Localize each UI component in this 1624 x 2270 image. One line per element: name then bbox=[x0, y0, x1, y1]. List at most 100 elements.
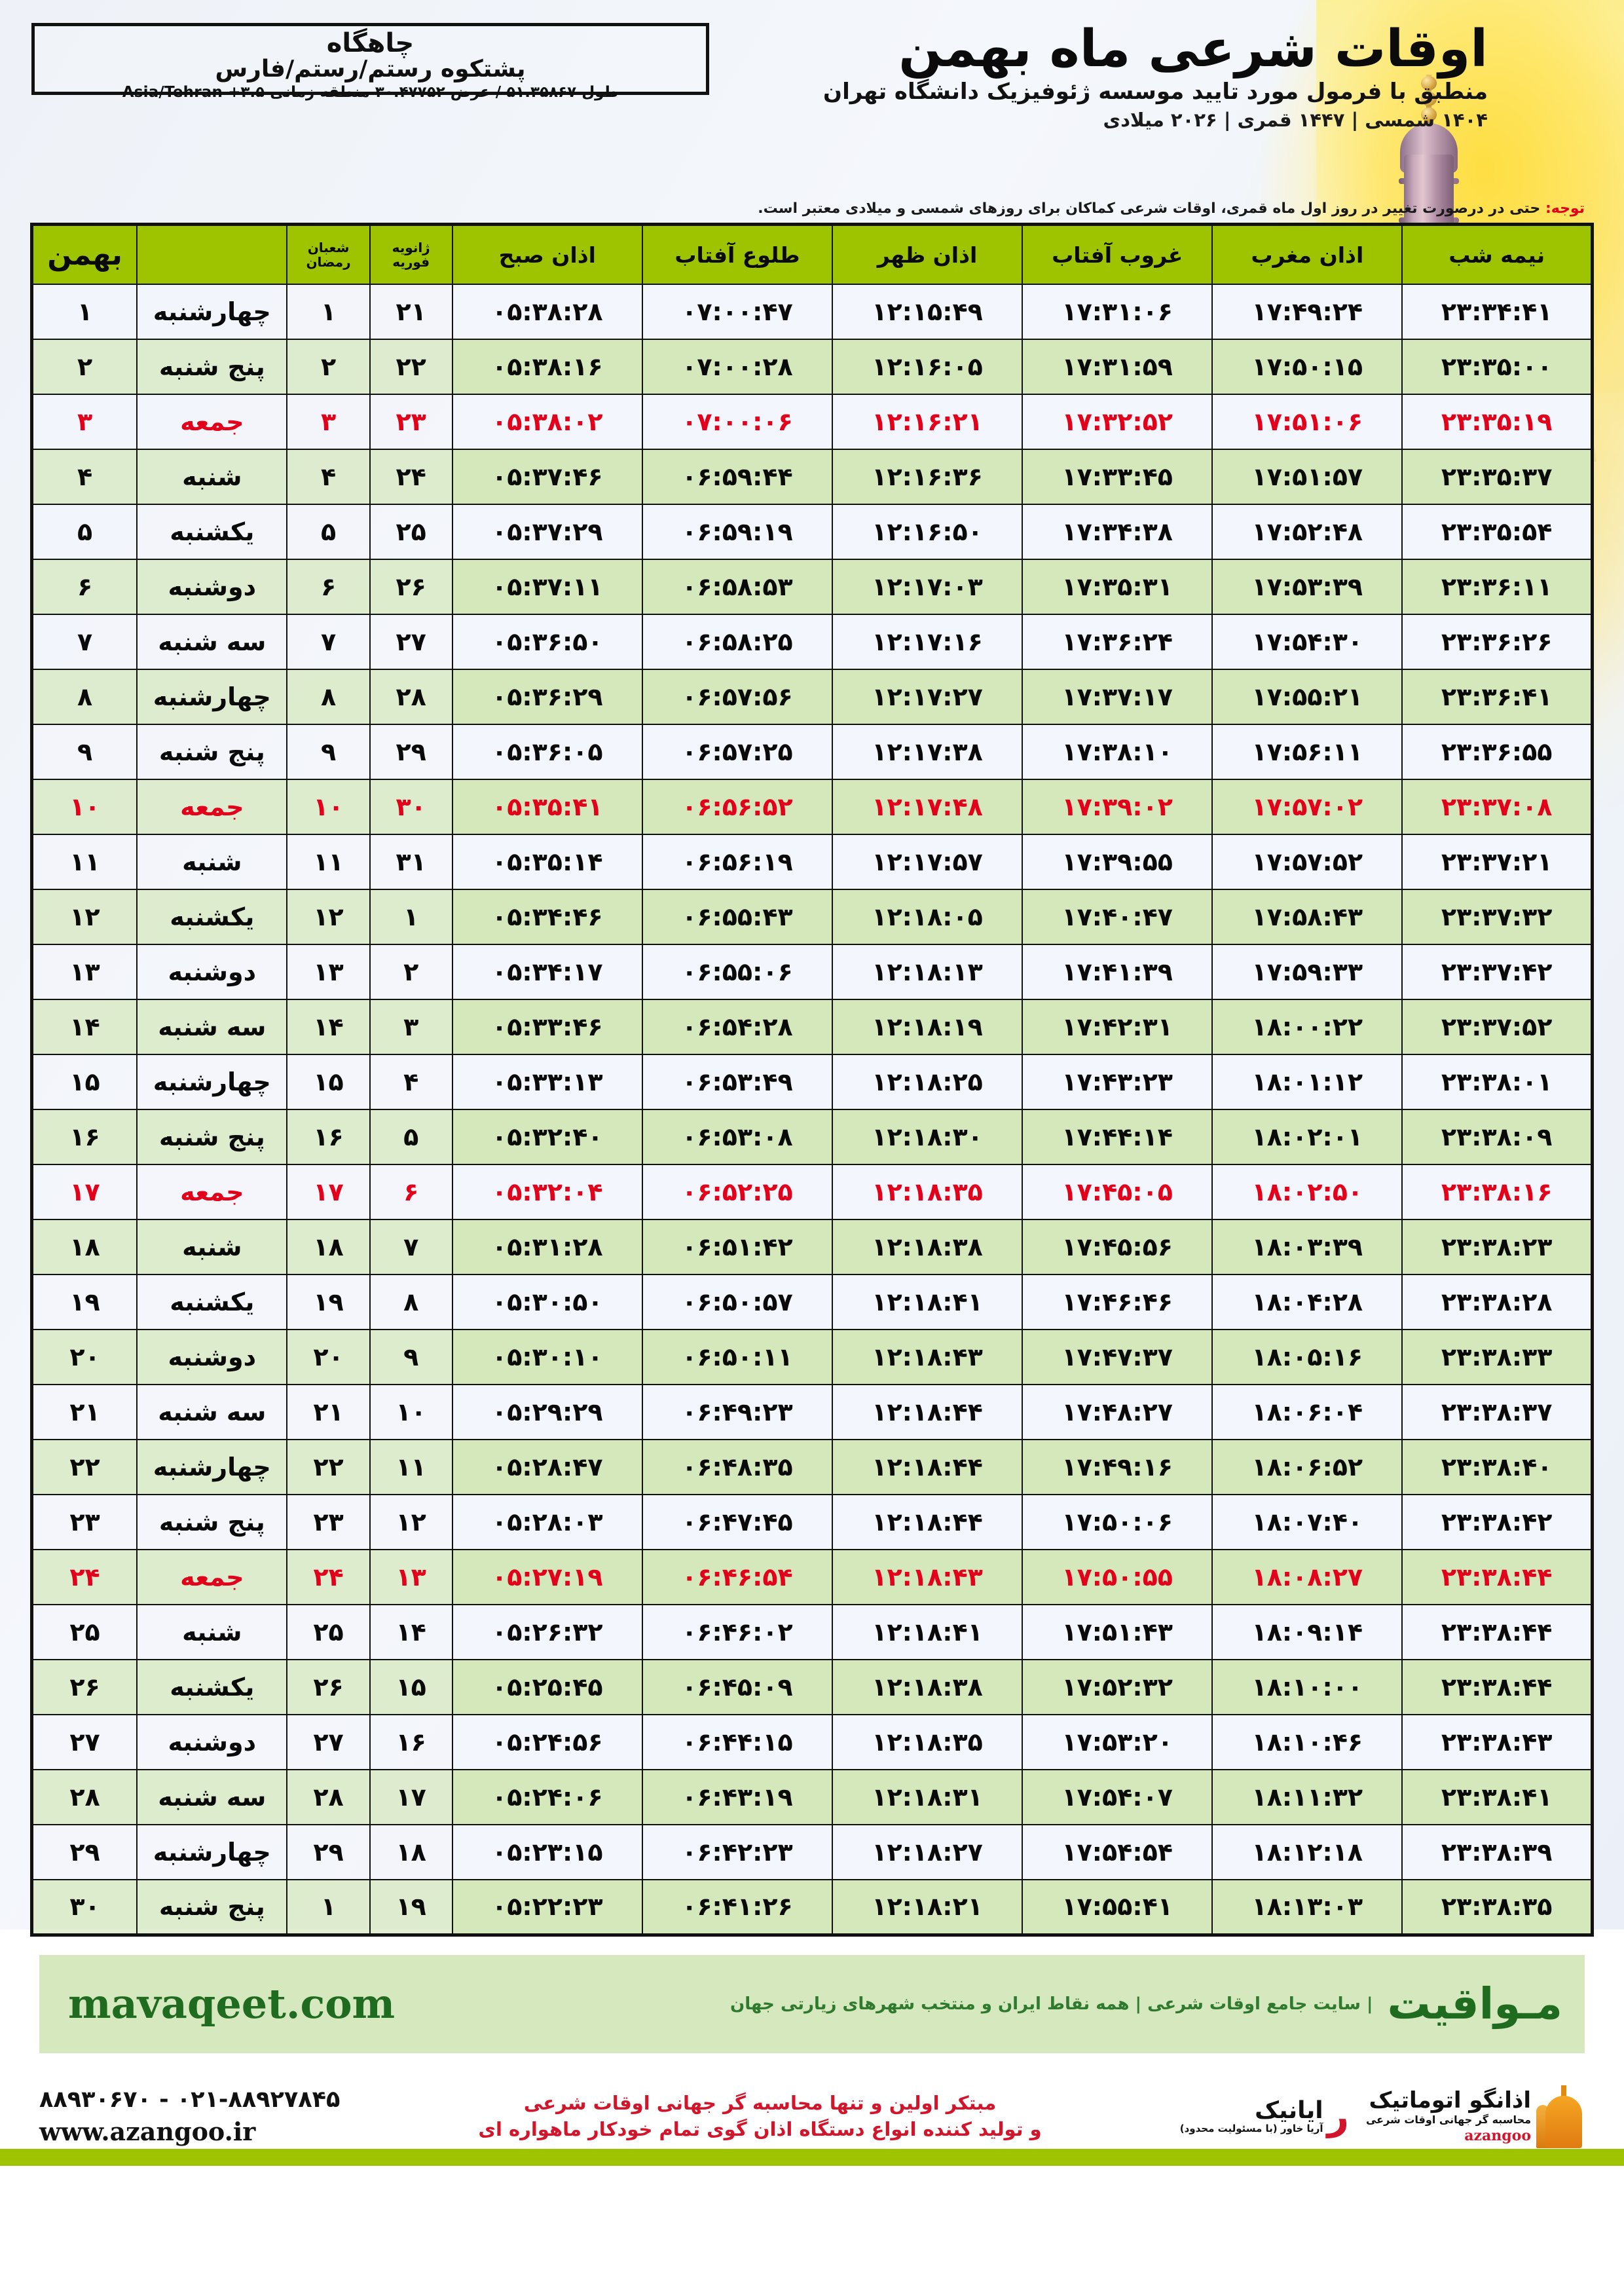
cell-fajr: ۰۵:۳۰:۱۰ bbox=[451, 1329, 643, 1385]
table-row: ۲۳:۳۶:۱۱ ۱۷:۵۳:۳۹ ۱۷:۳۵:۳۱ ۱۲:۱۷:۰۳ ۰۶:۵۸:۵۳… bbox=[31, 559, 1593, 615]
column-header-fajr[interactable]: اذان صبح bbox=[451, 223, 643, 285]
cell-hijri-day: ۱۶ bbox=[286, 1109, 371, 1165]
cell-day-number: ۷ bbox=[31, 614, 138, 670]
cell-dhuhr: ۱۲:۱۸:۳۰ bbox=[831, 1109, 1024, 1165]
hijri-month-bottom: رمضان bbox=[306, 254, 351, 270]
cell-fajr: ۰۵:۳۶:۲۹ bbox=[451, 669, 643, 725]
cell-weekday: دوشنبه bbox=[136, 944, 288, 1000]
cell-weekday: یکشنبه bbox=[136, 1659, 288, 1715]
table-body: ۲۳:۳۴:۴۱ ۱۷:۴۹:۲۴ ۱۷:۳۱:۰۶ ۱۲:۱۵:۴۹ ۰۷:۰۰:۴۷… bbox=[31, 284, 1593, 1935]
cell-fajr: ۰۵:۳۸:۰۲ bbox=[451, 394, 643, 450]
azangoo-logo[interactable]: اذانگو اتوماتیک محاسبه گر جهانی اوقات شر… bbox=[1366, 2085, 1585, 2148]
mavaqeet-brand-fa[interactable]: مـواقیت bbox=[1387, 1979, 1563, 2029]
column-header-weekday[interactable] bbox=[136, 223, 288, 285]
page-header: چاهگاه پشتکوه رستم/رستم/فارس طول ۵۱.۳۵۸۶… bbox=[0, 0, 1624, 223]
footer-website[interactable]: www.azangoo.ir bbox=[39, 2117, 256, 2146]
cell-sunrise: ۰۶:۴۹:۲۳ bbox=[641, 1384, 834, 1440]
cell-gregorian-day: ۷ bbox=[369, 1219, 453, 1275]
cell-maghrib: ۱۸:۰۶:۵۲ bbox=[1211, 1439, 1403, 1495]
cell-sunrise: ۰۷:۰۰:۲۸ bbox=[641, 339, 834, 395]
cell-day-number: ۳ bbox=[31, 394, 138, 450]
cell-dhuhr: ۱۲:۱۸:۴۴ bbox=[831, 1384, 1024, 1440]
footer-contact: ۰۲۱-۸۸۹۲۷۸۴۵ - ۸۸۹۳۰۶۷۰ www.azangoo.ir bbox=[39, 2087, 340, 2146]
cell-day-number: ۳۰ bbox=[31, 1879, 138, 1935]
cell-maghrib: ۱۷:۵۱:۰۶ bbox=[1211, 394, 1403, 450]
footer-phone[interactable]: ۰۲۱-۸۸۹۲۷۸۴۵ - ۸۸۹۳۰۶۷۰ bbox=[39, 2087, 341, 2113]
cell-maghrib: ۱۸:۰۷:۴۰ bbox=[1211, 1494, 1403, 1550]
column-header-hijri[interactable]: شعبان رمضان bbox=[286, 223, 371, 285]
cell-maghrib: ۱۸:۱۰:۴۶ bbox=[1211, 1714, 1403, 1770]
cell-gregorian-day: ۲۲ bbox=[369, 339, 453, 395]
prayer-times-table: نیمه شب اذان مغرب غروب آفتاب اذان ظهر طل… bbox=[30, 223, 1594, 1937]
cell-maghrib: ۱۸:۰۸:۲۷ bbox=[1211, 1549, 1403, 1605]
table-header-row: نیمه شب اذان مغرب غروب آفتاب اذان ظهر طل… bbox=[31, 223, 1593, 285]
cell-sunrise: ۰۶:۴۵:۰۹ bbox=[641, 1659, 834, 1715]
note-label: توجه: bbox=[1545, 200, 1585, 217]
column-header-dhuhr[interactable]: اذان ظهر bbox=[831, 223, 1024, 285]
cell-weekday: پنج شنبه bbox=[136, 1109, 288, 1165]
cell-gregorian-day: ۲۵ bbox=[369, 504, 453, 560]
cell-weekday: چهارشنبه bbox=[136, 1054, 288, 1110]
cell-weekday: چهارشنبه bbox=[136, 1439, 288, 1495]
cell-weekday: چهارشنبه bbox=[136, 1824, 288, 1880]
cell-sunrise: ۰۶:۵۲:۲۵ bbox=[641, 1164, 834, 1220]
cell-midnight: ۲۳:۳۸:۳۳ bbox=[1401, 1329, 1593, 1385]
cell-sunrise: ۰۶:۵۶:۱۹ bbox=[641, 834, 834, 890]
cell-weekday: شنبه bbox=[136, 1604, 288, 1660]
cell-dhuhr: ۱۲:۱۸:۴۴ bbox=[831, 1494, 1024, 1550]
rayanik-logo[interactable]: ر ایانیک آریا خاور (با مسئولیت محدود) bbox=[1180, 2097, 1349, 2135]
column-header-month[interactable]: بهمن bbox=[31, 223, 138, 285]
cell-sunset: ۱۷:۵۴:۰۷ bbox=[1022, 1769, 1213, 1825]
cell-day-number: ۲ bbox=[31, 339, 138, 395]
cell-dhuhr: ۱۲:۱۸:۴۴ bbox=[831, 1439, 1024, 1495]
cell-sunset: ۱۷:۴۷:۳۷ bbox=[1022, 1329, 1213, 1385]
cell-midnight: ۲۳:۳۸:۴۲ bbox=[1401, 1494, 1593, 1550]
cell-day-number: ۲۰ bbox=[31, 1329, 138, 1385]
page-footer: مـواقیت | سایت جامع اوقات شرعی | همه نقا… bbox=[0, 1954, 1624, 2166]
cell-day-number: ۶ bbox=[31, 559, 138, 615]
cell-sunrise: ۰۶:۵۹:۴۴ bbox=[641, 449, 834, 505]
cell-sunset: ۱۷:۴۸:۲۷ bbox=[1022, 1384, 1213, 1440]
cell-dhuhr: ۱۲:۱۵:۴۹ bbox=[831, 284, 1024, 340]
cell-hijri-day: ۲۴ bbox=[286, 1549, 371, 1605]
cell-hijri-day: ۳ bbox=[286, 394, 371, 450]
column-header-gregorian[interactable]: ژانویه فوریه bbox=[369, 223, 453, 285]
cell-hijri-day: ۴ bbox=[286, 449, 371, 505]
cell-fajr: ۰۵:۳۶:۰۵ bbox=[451, 724, 643, 780]
column-header-sunrise[interactable]: طلوع آفتاب bbox=[641, 223, 834, 285]
cell-gregorian-day: ۱۵ bbox=[369, 1659, 453, 1715]
table-row: ۲۳:۳۸:۴۳ ۱۸:۱۰:۴۶ ۱۷:۵۳:۲۰ ۱۲:۱۸:۳۵ ۰۶:۴۴:۱۵… bbox=[31, 1714, 1593, 1770]
cell-weekday: یکشنبه bbox=[136, 1274, 288, 1330]
page-title: اوقات شرعی ماه بهمن bbox=[898, 20, 1488, 79]
mavaqeet-tagline: | سایت جامع اوقات شرعی | همه نقاط ایران … bbox=[730, 1994, 1373, 2014]
cell-dhuhr: ۱۲:۱۶:۳۶ bbox=[831, 449, 1024, 505]
cell-gregorian-day: ۱۹ bbox=[369, 1879, 453, 1935]
column-header-midnight[interactable]: نیمه شب bbox=[1401, 223, 1593, 285]
column-header-maghrib[interactable]: اذان مغرب bbox=[1211, 223, 1403, 285]
cell-maghrib: ۱۷:۵۶:۱۱ bbox=[1211, 724, 1403, 780]
cell-hijri-day: ۸ bbox=[286, 669, 371, 725]
table-row: ۲۳:۳۸:۰۱ ۱۸:۰۱:۱۲ ۱۷:۴۳:۲۳ ۱۲:۱۸:۲۵ ۰۶:۵۳:۴۹… bbox=[31, 1054, 1593, 1110]
cell-weekday: چهارشنبه bbox=[136, 284, 288, 340]
mavaqeet-url[interactable]: mavaqeet.com bbox=[68, 1980, 396, 2028]
cell-fajr: ۰۵:۳۳:۴۶ bbox=[451, 999, 643, 1055]
cell-maghrib: ۱۸:۰۱:۱۲ bbox=[1211, 1054, 1403, 1110]
gregorian-month-top: ژانویه bbox=[392, 239, 430, 255]
table-row: ۲۳:۳۸:۴۴ ۱۸:۱۰:۰۰ ۱۷:۵۲:۳۲ ۱۲:۱۸:۳۸ ۰۶:۴۵:۰۹… bbox=[31, 1659, 1593, 1715]
cell-day-number: ۲۱ bbox=[31, 1384, 138, 1440]
cell-fajr: ۰۵:۳۲:۴۰ bbox=[451, 1109, 643, 1165]
column-header-sunset[interactable]: غروب آفتاب bbox=[1022, 223, 1213, 285]
cell-weekday: سه شنبه bbox=[136, 614, 288, 670]
cell-sunrise: ۰۷:۰۰:۴۷ bbox=[641, 284, 834, 340]
cell-gregorian-day: ۱۲ bbox=[369, 1494, 453, 1550]
cell-dhuhr: ۱۲:۱۷:۰۳ bbox=[831, 559, 1024, 615]
cell-dhuhr: ۱۲:۱۸:۴۳ bbox=[831, 1329, 1024, 1385]
cell-maghrib: ۱۷:۵۷:۰۲ bbox=[1211, 779, 1403, 835]
cell-midnight: ۲۳:۳۷:۰۸ bbox=[1401, 779, 1593, 835]
table-row: ۲۳:۳۶:۵۵ ۱۷:۵۶:۱۱ ۱۷:۳۸:۱۰ ۱۲:۱۷:۳۸ ۰۶:۵۷:۲۵… bbox=[31, 724, 1593, 780]
table-row: ۲۳:۳۸:۴۴ ۱۸:۰۹:۱۴ ۱۷:۵۱:۴۳ ۱۲:۱۸:۴۱ ۰۶:۴۶:۰۲… bbox=[31, 1604, 1593, 1660]
cell-fajr: ۰۵:۳۷:۲۹ bbox=[451, 504, 643, 560]
cell-sunset: ۱۷:۵۰:۵۵ bbox=[1022, 1549, 1213, 1605]
cell-maghrib: ۱۸:۰۶:۰۴ bbox=[1211, 1384, 1403, 1440]
table-row: ۲۳:۳۸:۳۵ ۱۸:۱۳:۰۳ ۱۷:۵۵:۴۱ ۱۲:۱۸:۲۱ ۰۶:۴۱:۲۶… bbox=[31, 1879, 1593, 1935]
